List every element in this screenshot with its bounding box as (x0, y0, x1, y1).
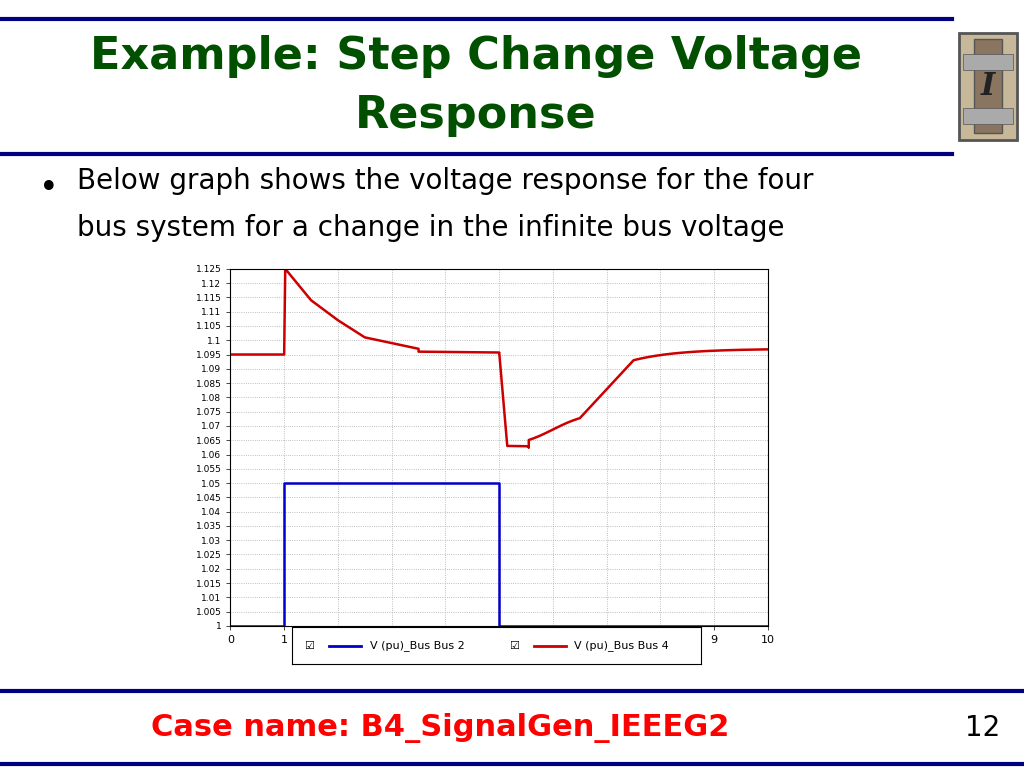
Text: V (pu)_Bus Bus 2: V (pu)_Bus Bus 2 (370, 641, 465, 651)
Bar (963, 108, 1013, 124)
Text: bus system for a change in the infinite bus voltage: bus system for a change in the infinite … (77, 214, 784, 241)
Text: Case name: B4_SignalGen_IEEEG2: Case name: B4_SignalGen_IEEEG2 (152, 713, 729, 743)
FancyBboxPatch shape (959, 32, 1017, 140)
Text: V (pu)_Bus Bus 4: V (pu)_Bus Bus 4 (574, 641, 670, 651)
Text: 12: 12 (966, 713, 1000, 742)
Text: Example: Step Change Voltage: Example: Step Change Voltage (90, 35, 862, 78)
Text: •: • (39, 172, 59, 205)
Text: ☑: ☑ (509, 641, 519, 651)
Bar (963, 54, 1013, 70)
Bar (974, 39, 1002, 134)
Text: Below graph shows the voltage response for the four: Below graph shows the voltage response f… (77, 167, 813, 195)
Text: I: I (981, 71, 995, 102)
Text: Response: Response (355, 94, 597, 137)
Text: ☑: ☑ (304, 641, 314, 651)
